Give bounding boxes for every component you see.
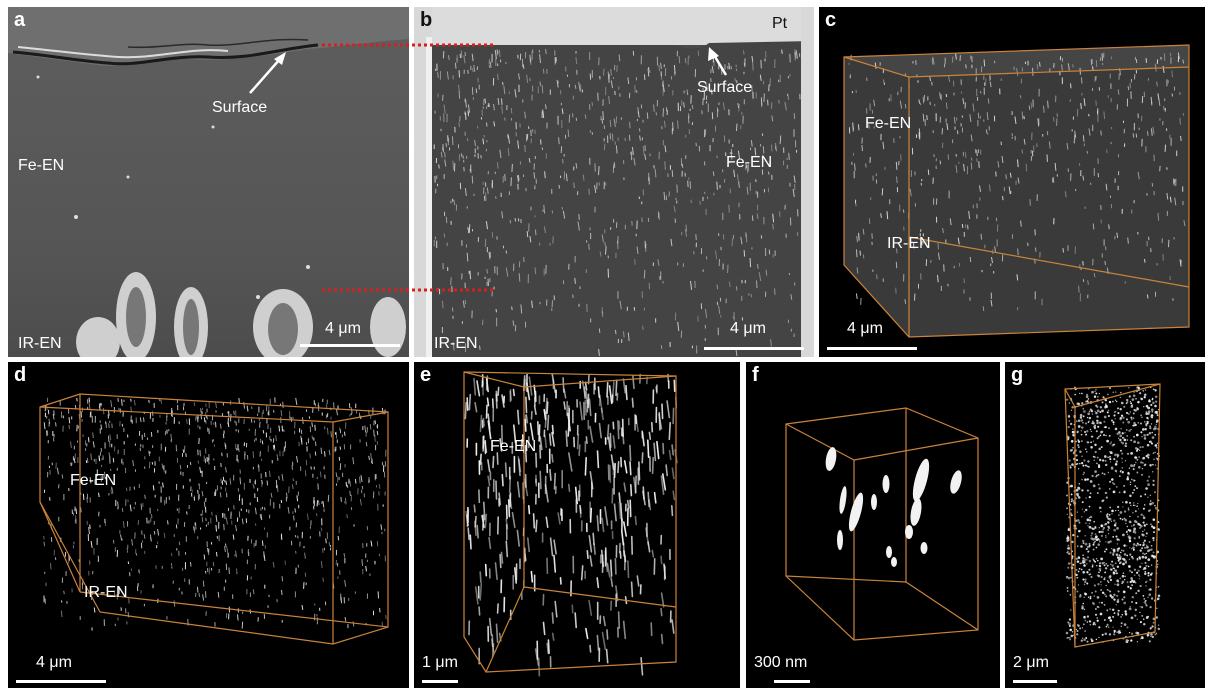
panel-a-label: a <box>14 9 26 31</box>
panel-b-scale-bar <box>704 347 804 350</box>
panel-d-fe-en-label: Fe-EN <box>70 472 117 489</box>
panel-c-ir-en-label: IR-EN <box>887 235 931 252</box>
panel-f-scale-text: 300 nm <box>754 654 808 671</box>
panel-a-scale-text: 4 μm <box>325 320 361 337</box>
panel-b: b Pt Surface Fe-EN IR-EN 4 μm <box>414 7 814 357</box>
panel-e-label: e <box>420 364 432 386</box>
panel-c-label: c <box>825 9 837 31</box>
panel-e-image <box>463 371 678 677</box>
panel-c-image <box>843 44 1190 338</box>
panel-d-scale-bar <box>16 680 106 683</box>
panel-g-label: g <box>1011 364 1024 386</box>
panel-b-scale-text: 4 μm <box>730 320 766 337</box>
panel-b-ir-en-label: IR-EN <box>434 335 478 352</box>
panel-d-scale-text: 4 μm <box>36 654 72 671</box>
panel-f-scale-bar <box>774 680 810 683</box>
panel-b-pt-label: Pt <box>772 15 788 32</box>
panel-e-fe-en-label: Fe-EN <box>490 438 537 455</box>
panel-g-scale-bar <box>1013 680 1057 683</box>
panel-f-image <box>785 407 979 641</box>
panel-f: f 300 nm <box>746 362 1000 688</box>
panel-e: e Fe-EN 1 μm <box>414 362 740 688</box>
panel-c: c Fe-EN IR-EN 4 μm <box>819 7 1205 357</box>
panel-c-scale-bar <box>827 347 917 350</box>
panel-d-label: d <box>14 364 27 386</box>
panel-e-scale-bar <box>422 680 458 683</box>
panel-e-scale-text: 1 μm <box>422 654 458 671</box>
panel-a: a Surface Fe-EN IR-EN 4 μm <box>8 7 409 357</box>
panel-b-surface-label: Surface <box>697 79 753 96</box>
panel-a-surface-label: Surface <box>212 99 268 116</box>
panel-a-fe-en-label: Fe-EN <box>18 157 65 174</box>
panel-a-image <box>8 7 409 357</box>
panel-f-label: f <box>752 364 759 386</box>
panel-d-ir-en-label: IR-EN <box>84 584 128 601</box>
panel-d-image <box>39 393 389 645</box>
panel-g-scale-text: 2 μm <box>1013 654 1049 671</box>
panel-b-image <box>414 7 814 357</box>
panel-d: d Fe-EN IR-EN 4 μm <box>8 362 409 688</box>
panel-a-scale-bar <box>300 344 400 347</box>
panel-b-label: b <box>420 9 433 31</box>
panel-g-image <box>1064 383 1161 648</box>
panel-b-fe-en-label: Fe-EN <box>726 154 773 171</box>
panel-c-fe-en-label: Fe-EN <box>865 115 912 132</box>
panel-c-scale-text: 4 μm <box>847 320 883 337</box>
panel-g: g 2 μm <box>1005 362 1205 688</box>
panel-a-ir-en-label: IR-EN <box>18 335 62 352</box>
